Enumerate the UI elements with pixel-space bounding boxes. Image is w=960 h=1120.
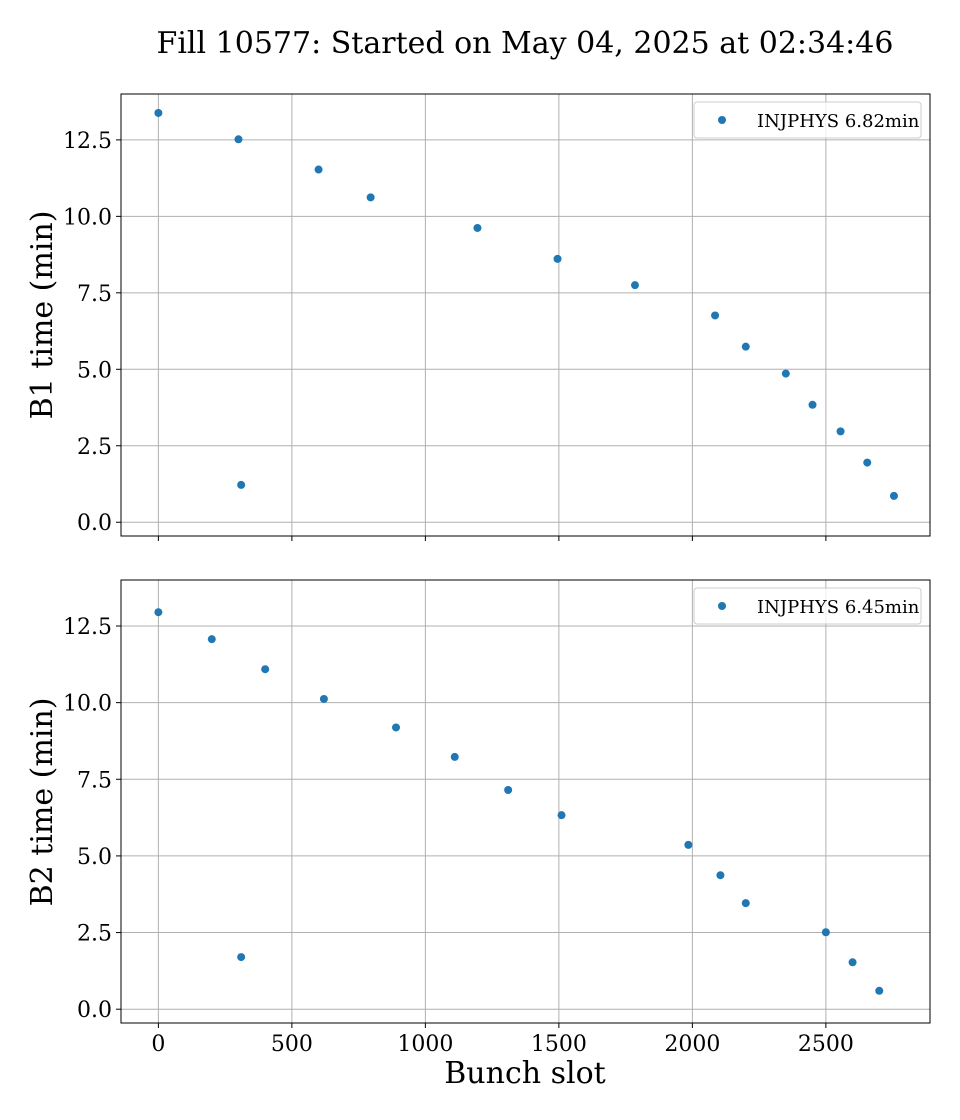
data-point xyxy=(863,458,872,467)
data-point xyxy=(836,427,845,436)
data-point xyxy=(711,311,720,320)
y-tick-label: 10.0 xyxy=(63,692,112,717)
data-point xyxy=(237,953,246,962)
legend-label: INJPHYS 6.45min xyxy=(757,597,920,618)
y-tick-label: 7.5 xyxy=(77,768,112,793)
y-tick-label: 12.5 xyxy=(63,615,112,640)
data-point xyxy=(741,342,750,351)
legend-marker xyxy=(718,602,726,610)
data-point xyxy=(366,193,375,202)
data-point xyxy=(781,369,790,378)
data-point xyxy=(716,871,725,880)
x-tick-label: 2000 xyxy=(664,1032,720,1057)
data-point xyxy=(473,223,482,232)
y-tick-label: 5.0 xyxy=(77,358,112,383)
y-tick-label: 0.0 xyxy=(77,998,112,1023)
x-tick-label: 500 xyxy=(271,1032,313,1057)
data-point xyxy=(450,752,459,761)
data-point xyxy=(889,491,898,500)
data-point xyxy=(821,928,830,937)
legend: INJPHYS 6.82min xyxy=(693,101,922,139)
data-point xyxy=(319,694,328,703)
y-tick-label: 7.5 xyxy=(77,282,112,307)
data-point xyxy=(314,165,323,174)
data-point xyxy=(154,108,163,117)
data-point xyxy=(392,723,401,732)
data-point xyxy=(234,135,243,144)
data-point xyxy=(848,958,857,967)
y-axis-label: B2 time (min) xyxy=(25,698,60,907)
y-tick-label: 10.0 xyxy=(63,205,112,230)
data-point xyxy=(630,281,639,290)
data-point xyxy=(154,608,163,617)
panel-b2: 0 500 1000 1500 2000 2500 0.0 2.5 5.0 7.5 10.0 12.5… xyxy=(25,579,931,1057)
figure-title: Fill 10577: Started on May 04, 2025 at 0… xyxy=(157,26,894,61)
y-tick-label: 2.5 xyxy=(77,435,112,460)
legend: INJPHYS 6.45min xyxy=(693,587,922,625)
data-point xyxy=(875,986,884,995)
legend-label: INJPHYS 6.82min xyxy=(757,111,920,132)
data-point xyxy=(237,480,246,489)
x-tick-label: 1500 xyxy=(531,1032,587,1057)
data-point xyxy=(557,811,566,820)
legend-marker xyxy=(718,116,726,124)
axes-frame xyxy=(120,93,931,537)
data-point xyxy=(504,786,513,795)
data-point xyxy=(553,254,562,263)
legend-box xyxy=(693,587,922,625)
axes-frame xyxy=(120,579,931,1024)
x-tick-label: 2500 xyxy=(798,1032,854,1057)
data-point xyxy=(684,840,693,849)
y-tick-label: 0.0 xyxy=(77,511,112,536)
legend-box xyxy=(693,101,922,139)
y-tick-label: 5.0 xyxy=(77,845,112,870)
x-axis-label: Bunch slot xyxy=(444,1056,605,1091)
y-tick-label: 2.5 xyxy=(77,922,112,947)
x-tick-label: 1000 xyxy=(397,1032,453,1057)
y-axis-label: B1 time (min) xyxy=(25,211,60,420)
data-point xyxy=(741,899,750,908)
x-tick-label: 0 xyxy=(151,1032,165,1057)
panel-b1: 0.0 2.5 5.0 7.5 10.0 12.5 B1 time (min) INJPHYS… xyxy=(25,93,931,541)
data-point xyxy=(261,665,270,674)
y-tick-label: 12.5 xyxy=(63,129,112,154)
data-point xyxy=(808,400,817,409)
data-point xyxy=(207,635,216,644)
